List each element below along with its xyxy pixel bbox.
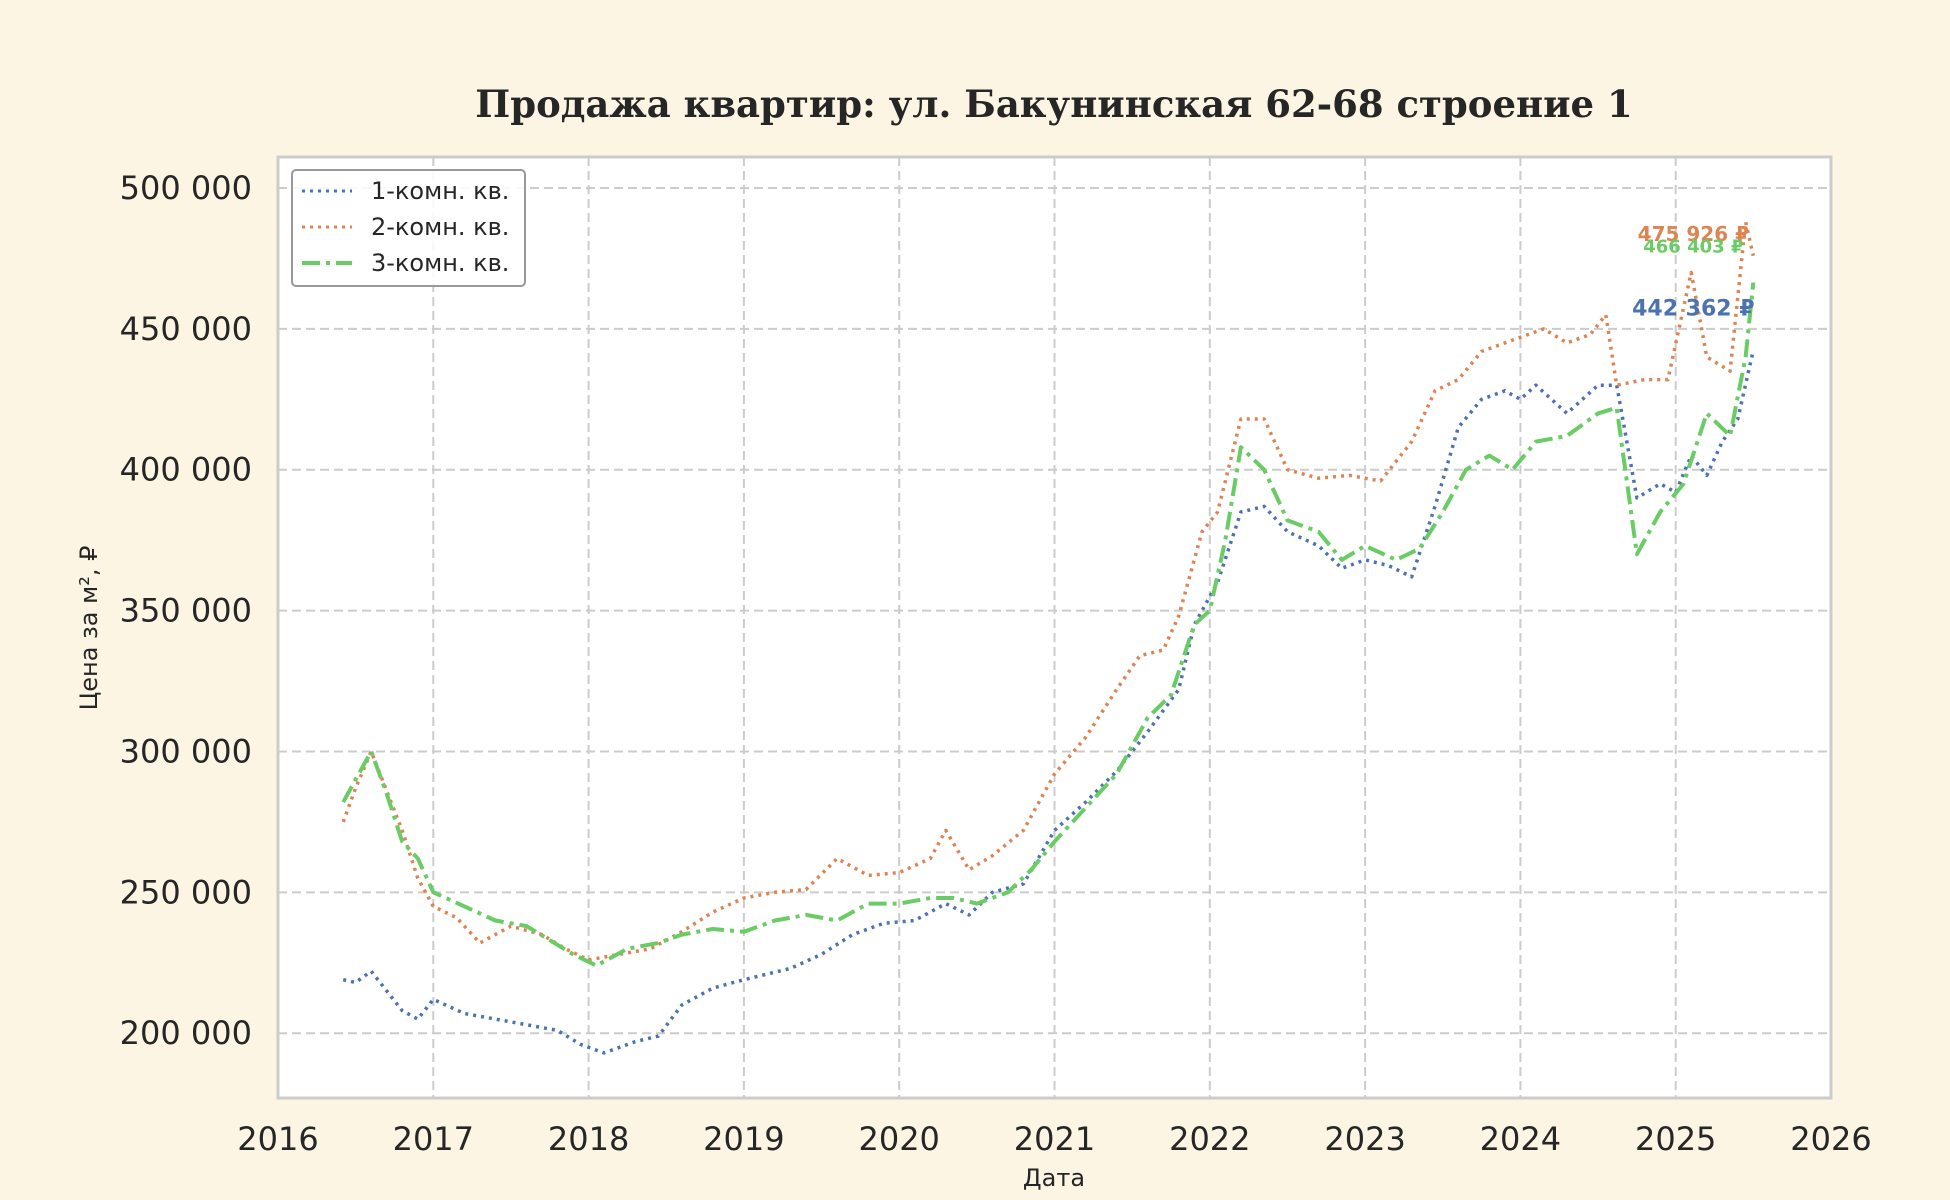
y-tick-label: 250 000 xyxy=(120,873,252,911)
x-tick-label: 2024 xyxy=(1480,1120,1561,1158)
y-tick-label: 500 000 xyxy=(120,169,252,207)
legend-box xyxy=(291,169,526,287)
y-tick-label: 200 000 xyxy=(120,1014,252,1052)
x-tick-label: 2020 xyxy=(858,1120,939,1158)
end-value-label: 442 362 ₽ xyxy=(1632,296,1754,321)
x-tick-label: 2026 xyxy=(1790,1120,1871,1158)
y-axis: 200 000 250 000 300 000 350 000 400 000 450 0… xyxy=(120,169,252,1052)
y-axis-label: Цена за м², ₽ xyxy=(75,546,103,711)
x-tick-label: 2025 xyxy=(1635,1120,1716,1158)
x-tick-label: 2017 xyxy=(393,1120,474,1158)
x-tick-label: 2021 xyxy=(1014,1120,1095,1158)
plot-frame xyxy=(276,155,1833,1100)
x-tick-label: 2018 xyxy=(548,1120,629,1158)
y-tick-label: 400 000 xyxy=(120,451,252,489)
x-axis: 2016 2017 2018 2019 2020 2021 2022 2023 2024 2025… xyxy=(237,1120,1871,1158)
legend-label-2-room: 2-комн. кв. xyxy=(371,213,509,241)
x-axis-label: Дата xyxy=(1023,1164,1085,1192)
legend-label-1-room: 1-комн. кв. xyxy=(371,177,509,205)
series-line-3-комн-кв xyxy=(341,282,1756,968)
series-line-2-комн-кв xyxy=(341,220,1756,962)
x-tick-label: 2023 xyxy=(1324,1120,1405,1158)
y-tick-label: 300 000 xyxy=(120,732,252,770)
chart-title: Продажа квартир: ул. Бакунинская 62-68 с… xyxy=(475,82,1632,126)
legend: 1-комн. кв. 2-комн. кв. 3-комн. кв. xyxy=(291,169,526,287)
end-value-label: 466 403 ₽ xyxy=(1643,237,1743,258)
y-tick-label: 350 000 xyxy=(120,592,252,630)
x-tick-label: 2022 xyxy=(1169,1120,1250,1158)
series-layer xyxy=(341,220,1756,1055)
x-tick-label: 2019 xyxy=(703,1120,784,1158)
x-tick-label: 2016 xyxy=(237,1120,318,1158)
series-line-1-комн-кв xyxy=(342,350,1756,1055)
y-tick-label: 450 000 xyxy=(120,310,252,348)
end-labels: 442 362 ₽ 475 926 ₽466 403 ₽ xyxy=(1632,222,1754,322)
end-value-label: 475 926 ₽ xyxy=(1638,222,1749,246)
legend-label-3-room: 3-комн. кв. xyxy=(371,249,509,277)
